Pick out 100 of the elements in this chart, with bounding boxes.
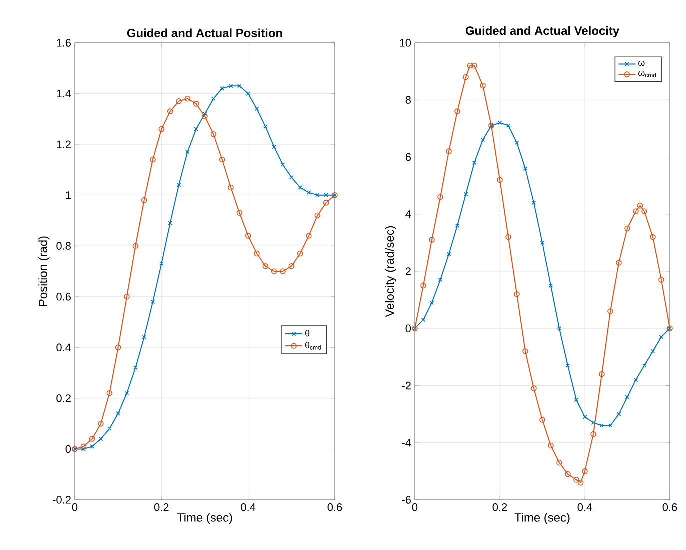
point <box>498 120 502 126</box>
point <box>82 447 86 452</box>
chart-title: Guided and Actual Position <box>127 28 282 38</box>
point <box>236 210 243 216</box>
point <box>210 132 217 138</box>
y-tick-label: 0.6 <box>56 293 71 301</box>
point <box>323 200 330 206</box>
point <box>650 234 656 240</box>
y-tick-label: -4 <box>402 439 412 447</box>
point <box>298 186 302 190</box>
y-tick-label: 1.2 <box>57 140 71 148</box>
x-tick-label: 0.2 <box>154 504 169 512</box>
point <box>548 284 554 288</box>
point <box>124 391 130 396</box>
point <box>532 200 536 206</box>
point <box>186 150 190 154</box>
x-tick-label: 0.4 <box>578 504 592 512</box>
point <box>124 294 130 300</box>
point <box>642 364 647 368</box>
point <box>141 198 148 204</box>
point <box>574 398 579 402</box>
point <box>245 233 252 239</box>
x-tick-label: 0.6 <box>328 504 342 512</box>
point <box>557 326 562 331</box>
point <box>556 460 562 466</box>
point <box>514 291 520 298</box>
y-axis-title: Position (rad) <box>38 236 50 306</box>
point <box>264 124 268 129</box>
point <box>523 166 528 171</box>
y-tick-label: 1.4 <box>57 90 72 98</box>
point <box>272 144 276 150</box>
point <box>574 477 580 483</box>
point <box>89 436 96 442</box>
point <box>150 156 156 163</box>
point <box>167 108 174 114</box>
point <box>467 62 474 69</box>
point <box>158 126 165 132</box>
point <box>642 208 648 214</box>
point <box>633 208 639 214</box>
point <box>438 194 444 200</box>
point <box>599 371 605 378</box>
point <box>578 480 584 486</box>
point <box>212 96 216 102</box>
point <box>297 250 304 257</box>
y-tick-label: 0.8 <box>56 242 71 250</box>
point <box>246 92 250 96</box>
x-tick-label: 0.6 <box>662 504 678 512</box>
point <box>591 420 596 426</box>
point <box>650 349 656 354</box>
point <box>658 277 664 283</box>
point <box>176 183 182 188</box>
y-tick-label: -2 <box>402 382 411 390</box>
point <box>108 426 112 432</box>
point <box>194 127 198 132</box>
point <box>202 112 208 116</box>
point <box>454 108 460 114</box>
point <box>438 278 443 282</box>
point <box>421 318 426 322</box>
point <box>600 424 604 428</box>
point <box>582 468 588 474</box>
legend-label: θ <box>306 330 310 337</box>
point <box>566 364 570 368</box>
y-tick-label: 2 <box>406 268 411 276</box>
y-tick-label: 8 <box>406 96 411 104</box>
point <box>316 193 320 198</box>
point <box>228 184 234 191</box>
x-tick-label: 0 <box>72 504 78 512</box>
point <box>634 378 638 382</box>
point <box>446 148 452 154</box>
point <box>565 471 571 478</box>
point <box>608 308 614 314</box>
x-tick-label: 0.4 <box>241 504 256 512</box>
y-tick-label: 0 <box>406 324 412 333</box>
point <box>193 101 200 107</box>
point <box>616 412 622 416</box>
point <box>506 234 512 240</box>
point <box>306 190 312 195</box>
point <box>582 415 588 420</box>
y-tick-label: 1.6 <box>57 39 71 47</box>
point <box>132 243 139 249</box>
point <box>590 431 596 438</box>
point <box>280 162 286 168</box>
point <box>472 62 478 69</box>
point <box>625 395 630 400</box>
legend-label: ω <box>638 61 645 66</box>
point <box>238 84 242 88</box>
point <box>608 424 613 428</box>
point <box>254 250 260 257</box>
y-tick-label: 4 <box>406 210 412 218</box>
point <box>540 417 546 423</box>
point <box>430 300 434 306</box>
point <box>219 156 226 163</box>
point <box>506 124 511 128</box>
point <box>446 252 452 257</box>
point <box>463 74 469 80</box>
point <box>548 442 554 449</box>
point <box>514 140 520 146</box>
point <box>429 237 435 243</box>
point <box>134 366 138 370</box>
point <box>271 268 278 274</box>
